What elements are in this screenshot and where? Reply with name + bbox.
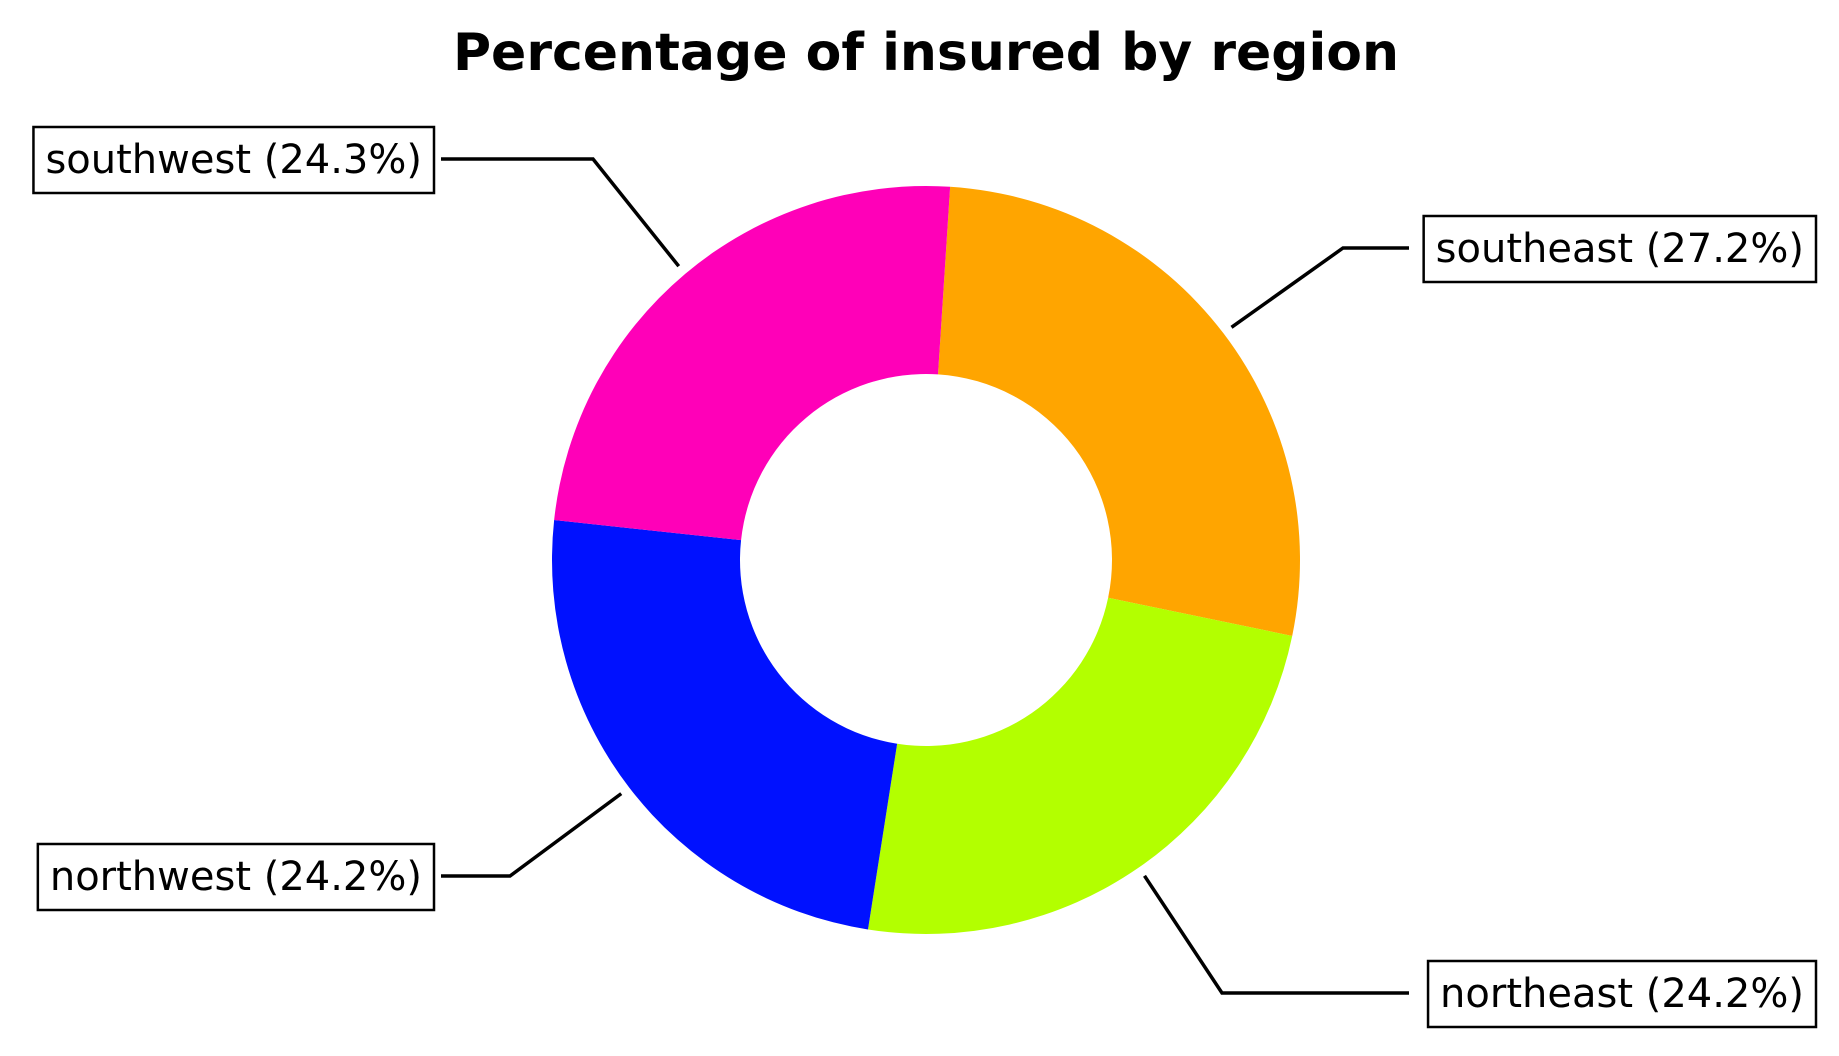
label-box-southeast	[1422, 214, 1818, 284]
slice-southwest	[554, 186, 951, 541]
slice-label-northwest: northwest (24.2%)	[50, 854, 422, 900]
leader-line-northwest	[441, 792, 623, 878]
slice-labels: southeast (27.2%) northeast (24.2%) northw…	[32, 125, 1818, 1029]
label-box-northeast	[1426, 959, 1818, 1029]
label-box-southwest	[32, 125, 436, 195]
chart-title: Percentage of insured by region	[453, 23, 1399, 83]
leader-line-southwest	[441, 157, 681, 268]
donut-slices	[552, 186, 1300, 934]
slice-label-southwest: southwest (24.3%)	[45, 137, 422, 183]
slice-label-southeast: southeast (27.2%)	[1436, 226, 1804, 272]
label-box-northwest	[36, 842, 436, 912]
slice-northeast	[867, 597, 1293, 934]
leader-line-southeast	[1230, 246, 1409, 329]
leader-line-northeast	[1143, 874, 1409, 995]
slice-northwest	[552, 520, 898, 930]
slice-label-northeast: northeast (24.2%)	[1440, 971, 1804, 1017]
slice-southeast	[938, 186, 1300, 636]
